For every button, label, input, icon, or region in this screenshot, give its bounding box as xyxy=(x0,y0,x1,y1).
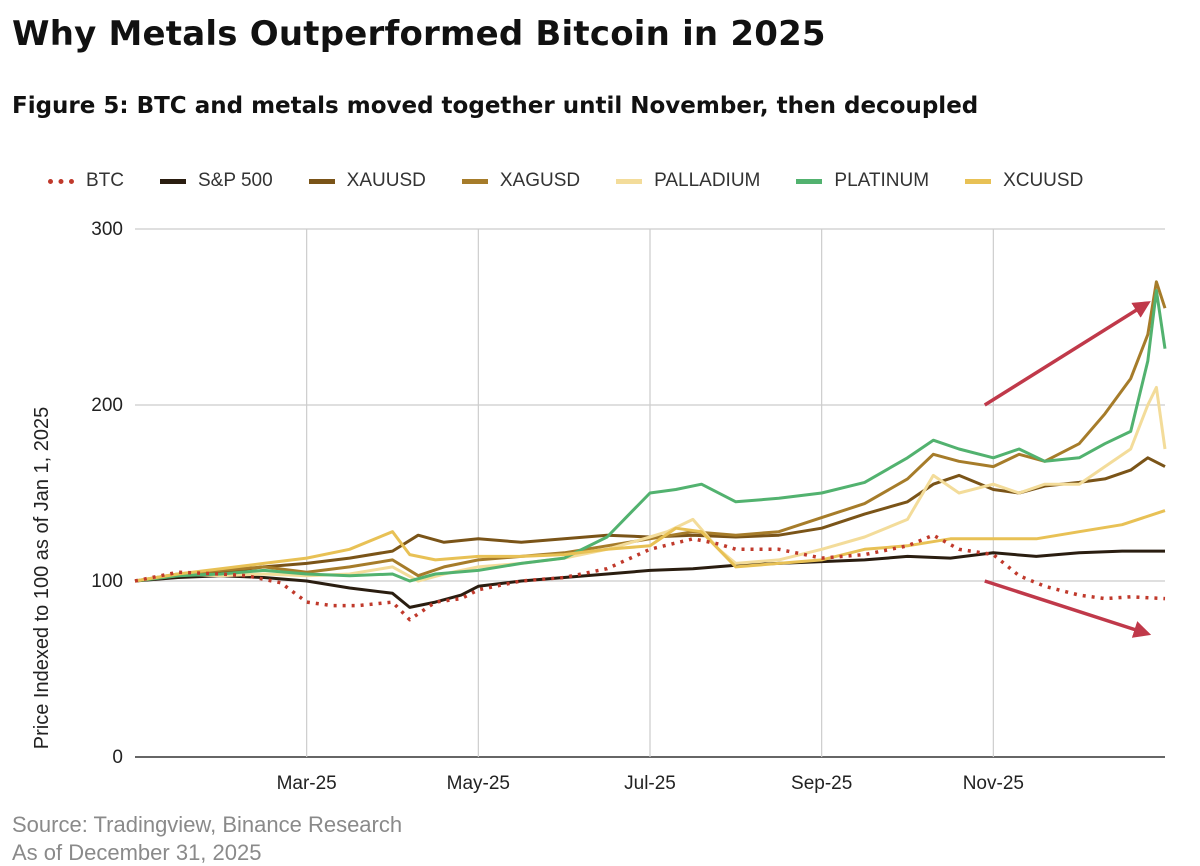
legend-item: S&P 500 xyxy=(160,170,273,192)
legend-label: XAGUSD xyxy=(499,170,581,191)
source-note: Source: Tradingview, Binance Research xyxy=(12,812,403,837)
line-chart: 0 100 200 300 Mar-25 May-25 Jul-25 Sep-25 Nov-25… xyxy=(31,219,1167,794)
series-lines xyxy=(134,280,1167,622)
legend-label: PLATINUM xyxy=(834,170,930,191)
series-line-xcuusd xyxy=(134,509,1166,583)
legend-label: XCUUSD xyxy=(1003,170,1084,191)
legend-label: PALLADIUM xyxy=(654,170,761,191)
legend-swatch xyxy=(616,178,643,184)
legend-label: S&P 500 xyxy=(198,170,273,191)
x-tick-label: Nov-25 xyxy=(963,773,1024,794)
legend-item: XCUUSD xyxy=(965,170,1083,192)
legend-item: PLATINUM xyxy=(796,170,929,192)
arrow-down-annotation xyxy=(984,579,1152,638)
y-axis-label: Price Indexed to 100 as of Jan 1, 2025 xyxy=(31,407,53,749)
legend: BTC S&P 500 XAUUSD XAGUSD PALLADIUM PLATINUM X… xyxy=(48,168,1119,194)
legend-swatch xyxy=(308,178,335,184)
chart-subtitle: Figure 5: BTC and metals moved together … xyxy=(12,93,979,119)
y-tick-label: 100 xyxy=(91,571,123,592)
chart-title: Why Metals Outperformed Bitcoin in 2025 xyxy=(12,14,826,54)
legend-swatch xyxy=(461,178,488,184)
legend-item: XAGUSD xyxy=(461,170,581,192)
axis-ticks: 0 100 200 300 Mar-25 May-25 Jul-25 Sep-25 Nov-25 xyxy=(91,219,1024,794)
series-line-s-p-500 xyxy=(134,549,1165,609)
y-tick-label: 200 xyxy=(91,395,123,416)
legend-swatch xyxy=(160,178,186,184)
asof-note: As of December 31, 2025 xyxy=(12,840,262,865)
legend-item: BTC xyxy=(48,170,124,192)
legend-item: XAUUSD xyxy=(308,170,426,192)
legend-label: XAUUSD xyxy=(346,170,426,191)
legend-swatch xyxy=(48,178,74,184)
x-tick-label: Mar-25 xyxy=(277,773,337,794)
x-tick-label: May-25 xyxy=(447,773,510,794)
series-line-xagusd xyxy=(134,280,1167,583)
y-tick-label: 0 xyxy=(112,747,123,768)
series-line-platinum xyxy=(134,289,1167,583)
y-tick-label: 300 xyxy=(91,219,123,240)
legend-swatch xyxy=(965,178,992,184)
legend-label: BTC xyxy=(86,170,124,191)
annotations xyxy=(983,301,1152,638)
legend-swatch xyxy=(796,178,823,184)
x-tick-label: Jul-25 xyxy=(624,773,676,794)
legend-item: PALLADIUM xyxy=(616,170,760,192)
arrow-up-annotation xyxy=(983,301,1151,407)
x-tick-label: Sep-25 xyxy=(791,773,852,794)
